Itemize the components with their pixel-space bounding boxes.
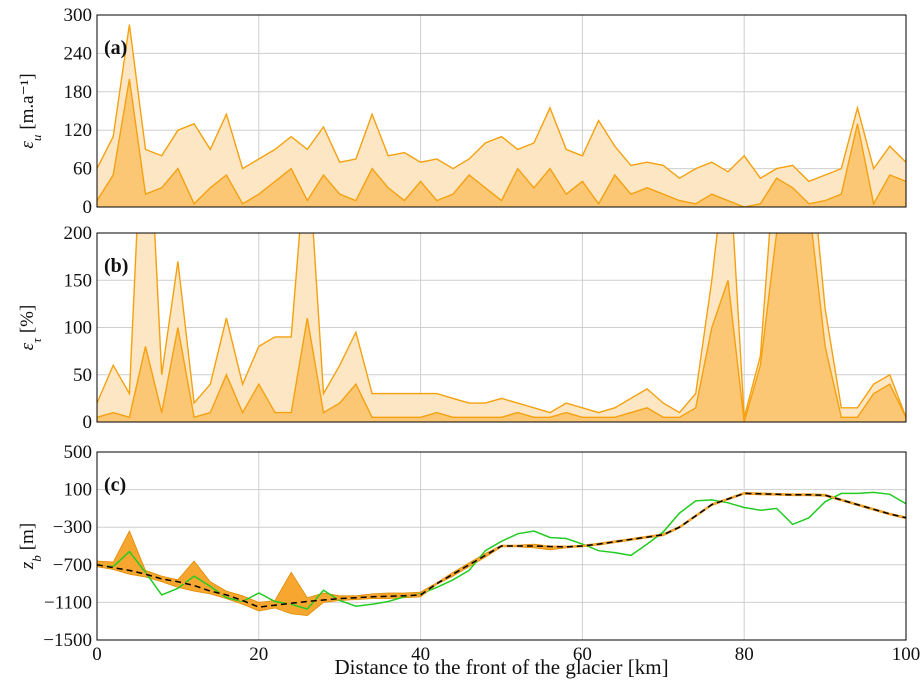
y-tick-label: 300 [64,5,93,26]
panel: −1500 −1100 −700 −300 100 500 0 20 40 60 80 100 (c) z… [17,442,920,679]
y-tick-label: 200 [64,223,93,244]
y-label-subscript: b [29,555,44,562]
x-tick-label: 80 [735,644,754,665]
y-axis-label: εu [m.a⁻¹] [17,73,44,148]
area-line [97,233,906,418]
panel-label: (c) [104,474,126,496]
y-tick-label: 100 [64,480,93,501]
y-tick-label: −700 [53,555,92,576]
line [97,492,906,608]
y-label-unit: [m.a⁻¹] [17,73,38,129]
area-line [97,78,906,207]
y-tick-label: 50 [73,365,92,386]
area-line [97,233,906,422]
y-tick-label: 0 [83,412,93,433]
y-label-symbol: ε [17,342,38,350]
y-axis-label: zb [m] [17,523,44,570]
frame [96,451,907,641]
panel-label: (b) [104,255,128,277]
frame [96,14,907,208]
y-tick-label: 500 [64,442,93,463]
y-label-symbol: z [17,561,38,570]
frame [96,232,907,423]
data [97,491,906,617]
y-tick-label: −1100 [44,592,92,613]
data [97,24,906,207]
y-label-symbol: ε [17,141,38,149]
line [97,491,906,610]
y-label-subscript: τ [29,337,44,343]
y-tick-label: −1500 [43,630,92,651]
y-tick-label: 150 [64,270,93,291]
y-tick-label: 120 [64,120,93,141]
area-line [97,24,906,183]
x-axis-label: Distance to the front of the glacier [km… [334,655,668,679]
y-tick-label: 180 [64,82,93,103]
x-tick-label: 20 [249,644,268,665]
y-label-unit: [%] [17,305,38,333]
panel-label: (a) [104,37,127,59]
x-tick-label: 0 [92,644,102,665]
y-label-unit: [m] [17,523,38,550]
y-axis-label: ετ [%] [17,305,44,351]
panel: 0 60 120 180 240 300 (a) εu [m.a⁻¹] [17,5,907,218]
x-tick-label: 60 [573,644,592,665]
y-label-subscript: u [29,134,44,141]
y-tick-label: 60 [73,159,92,180]
area [97,24,906,207]
y-tick-label: 100 [64,318,93,339]
y-tick-label: 0 [83,197,93,218]
y-tick-label: −300 [53,517,92,538]
band [97,491,906,617]
panel: 0 50 100 150 200 (b) ετ [%] [17,223,907,433]
data [97,233,906,422]
y-tick-label: 240 [64,43,93,64]
x-tick-label: 100 [892,644,921,665]
area [97,79,906,207]
area [97,233,906,422]
x-tick-label: 40 [411,644,430,665]
